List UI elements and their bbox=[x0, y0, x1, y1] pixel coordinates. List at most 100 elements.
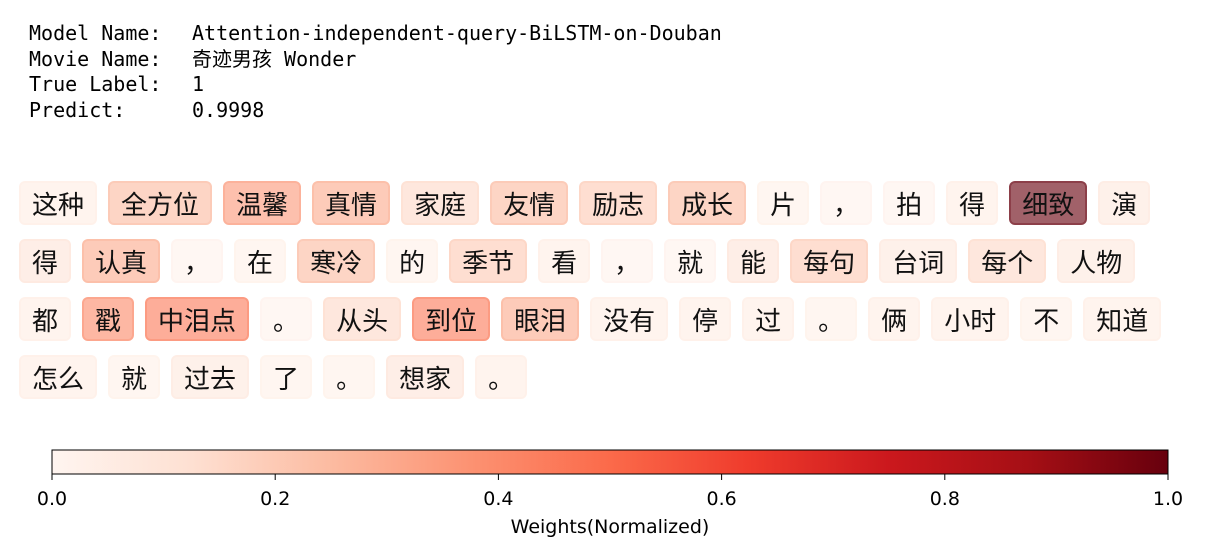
token-text: 家庭 bbox=[414, 190, 467, 221]
token: 得 bbox=[19, 239, 72, 283]
token: 俩 bbox=[868, 297, 921, 341]
token-text: 就 bbox=[121, 364, 148, 395]
field-label: Movie Name: bbox=[29, 46, 162, 71]
token-text: 。 bbox=[336, 364, 363, 395]
token: 了 bbox=[260, 355, 313, 399]
token-text: 。 bbox=[273, 306, 300, 337]
token: 温馨 bbox=[223, 181, 302, 225]
header-row: Model Name: Attention-independent-query-B… bbox=[29, 21, 722, 47]
token: ， bbox=[601, 239, 654, 283]
token: 戳 bbox=[82, 297, 135, 341]
token: 成长 bbox=[668, 181, 747, 225]
tick-label: 0.8 bbox=[930, 488, 960, 510]
header-row: True Label: 1 bbox=[29, 72, 722, 98]
token-text: 成长 bbox=[681, 190, 734, 221]
token-text: 停 bbox=[692, 306, 719, 337]
token-text: 小时 bbox=[944, 306, 997, 337]
token: 。 bbox=[475, 355, 528, 399]
token: 看 bbox=[538, 239, 591, 283]
token-text: 。 bbox=[818, 306, 845, 337]
token: 认真 bbox=[82, 239, 161, 283]
token-text: 戳 bbox=[95, 306, 122, 337]
token: 眼泪 bbox=[501, 297, 580, 341]
token: 过 bbox=[742, 297, 795, 341]
token: 没有 bbox=[590, 297, 669, 341]
token-text: 中泪点 bbox=[158, 306, 237, 337]
token: 季节 bbox=[449, 239, 528, 283]
token: 。 bbox=[323, 355, 376, 399]
tick-label: 0.4 bbox=[483, 488, 513, 510]
token-text: 拍 bbox=[896, 190, 923, 221]
token-text: 季节 bbox=[462, 248, 515, 279]
tick-label: 1.0 bbox=[1153, 488, 1183, 510]
token-text: 全方位 bbox=[121, 190, 200, 221]
token-text: 认真 bbox=[95, 248, 148, 279]
token: 能 bbox=[727, 239, 780, 283]
token: 细致 bbox=[1009, 181, 1088, 225]
token-text: 真情 bbox=[325, 190, 378, 221]
token: 拍 bbox=[883, 181, 936, 225]
token: 片 bbox=[757, 181, 810, 225]
token: 得 bbox=[946, 181, 999, 225]
token: 每个 bbox=[968, 239, 1047, 283]
field-label: True Label: bbox=[29, 72, 162, 96]
token-text: 过 bbox=[755, 306, 782, 337]
field-value: Attention-independent-query-BiLSTM-on-Do… bbox=[192, 21, 722, 45]
token-text: 寒冷 bbox=[310, 248, 363, 279]
token-text: 过去 bbox=[184, 364, 237, 395]
token-text: 温馨 bbox=[236, 190, 289, 221]
token-text: 能 bbox=[740, 248, 767, 279]
token-text: 得 bbox=[959, 190, 986, 221]
token-text: 这种 bbox=[32, 190, 85, 221]
token: 怎么 bbox=[19, 355, 98, 399]
token: 。 bbox=[805, 297, 858, 341]
token: 每句 bbox=[790, 239, 869, 283]
token-text: 到位 bbox=[425, 306, 478, 337]
token: 。 bbox=[260, 297, 313, 341]
token: 停 bbox=[679, 297, 732, 341]
token: 都 bbox=[19, 297, 72, 341]
token-text: ， bbox=[833, 190, 860, 221]
token-text: 眼泪 bbox=[514, 306, 567, 337]
token-text: 片 bbox=[770, 190, 797, 221]
token: 友情 bbox=[490, 181, 569, 225]
token: 到位 bbox=[412, 297, 491, 341]
token: 寒冷 bbox=[297, 239, 376, 283]
token: 不 bbox=[1020, 297, 1073, 341]
token: 人物 bbox=[1057, 239, 1136, 283]
token: 励志 bbox=[579, 181, 658, 225]
field-value: 奇迹男孩 Wonder bbox=[192, 46, 357, 71]
token: 演 bbox=[1098, 181, 1151, 225]
token-text: 台词 bbox=[892, 248, 945, 279]
token: 在 bbox=[234, 239, 287, 283]
token-text: 得 bbox=[32, 248, 59, 279]
token-text: 的 bbox=[399, 248, 426, 279]
colorbar-label: Weights(Normalized) bbox=[511, 516, 710, 538]
colorbar-gradient bbox=[51, 449, 1169, 475]
field-value: 0.9998 bbox=[192, 97, 265, 122]
field-value: 1 bbox=[192, 72, 205, 96]
token-text: 没有 bbox=[603, 306, 656, 337]
token: 小时 bbox=[931, 297, 1010, 341]
token-text: 每句 bbox=[803, 248, 856, 279]
token: ， bbox=[820, 181, 873, 225]
token: 全方位 bbox=[108, 181, 213, 225]
field-label: Model Name: bbox=[29, 21, 162, 45]
token-text: 从头 bbox=[336, 306, 389, 337]
token-text: 怎么 bbox=[32, 364, 85, 395]
tick-label: 0.6 bbox=[706, 488, 736, 510]
token-text: 不 bbox=[1033, 306, 1060, 337]
token-text: 每个 bbox=[981, 248, 1034, 279]
token: 就 bbox=[108, 355, 161, 399]
token: 过去 bbox=[171, 355, 250, 399]
token: 真情 bbox=[312, 181, 391, 225]
token-text: 想家 bbox=[399, 364, 452, 395]
token: 中泪点 bbox=[145, 297, 250, 341]
token: 想家 bbox=[386, 355, 465, 399]
token-text: 细致 bbox=[1022, 190, 1075, 221]
token-text: ， bbox=[614, 248, 641, 279]
token: 台词 bbox=[879, 239, 958, 283]
token-text: 了 bbox=[273, 364, 300, 395]
token-text: 俩 bbox=[881, 306, 908, 337]
